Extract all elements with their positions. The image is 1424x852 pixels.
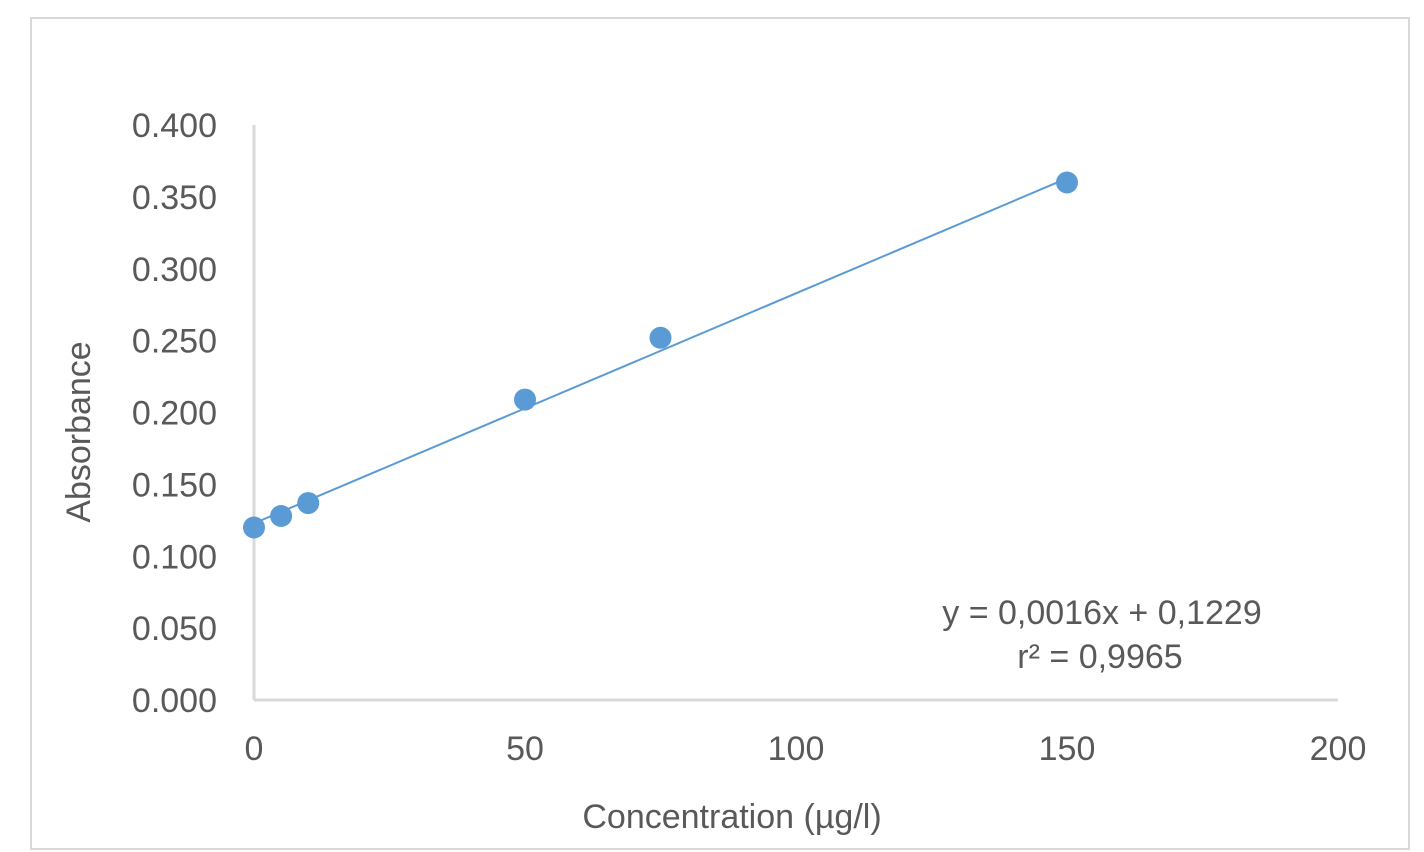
x-tick-label: 150: [1039, 730, 1096, 768]
y-tick-labels: 0.000 0.050 0.100 0.150 0.200 0.250 0.300 0.350…: [132, 107, 217, 720]
y-tick-label: 0.000: [132, 682, 217, 720]
r-squared-label: r² = 0,9965: [1017, 638, 1182, 676]
trendline-equation: y = 0,0016x + 0,1229: [942, 594, 1261, 632]
y-tick-label: 0.300: [132, 251, 217, 289]
data-point: [1056, 171, 1078, 194]
y-tick-label: 0.050: [132, 610, 217, 648]
y-tick-label: 0.100: [132, 538, 217, 576]
chart-frame: [30, 17, 1410, 850]
y-tick-label: 0.150: [132, 466, 217, 504]
data-point: [270, 505, 293, 527]
x-tick-label: 50: [506, 730, 544, 768]
y-tick-label: 0.350: [132, 179, 217, 217]
x-tick-labels: 0 50 100 150 200: [245, 730, 1367, 768]
y-tick-label: 0.200: [132, 395, 217, 433]
x-axis-title: Concentration (µg/l): [582, 798, 881, 836]
data-point: [297, 492, 320, 515]
y-tick-label: 0.250: [132, 323, 217, 361]
data-points: [243, 171, 1078, 539]
data-point: [514, 388, 536, 411]
y-tick-label: 0.400: [132, 107, 217, 145]
data-point: [243, 516, 265, 539]
x-tick-label: 100: [768, 730, 825, 768]
x-tick-label: 0: [245, 730, 264, 768]
data-point: [649, 326, 672, 349]
trendline: [253, 177, 1068, 525]
y-axis-title: Absorbance: [60, 341, 98, 522]
x-tick-label: 200: [1310, 730, 1367, 768]
